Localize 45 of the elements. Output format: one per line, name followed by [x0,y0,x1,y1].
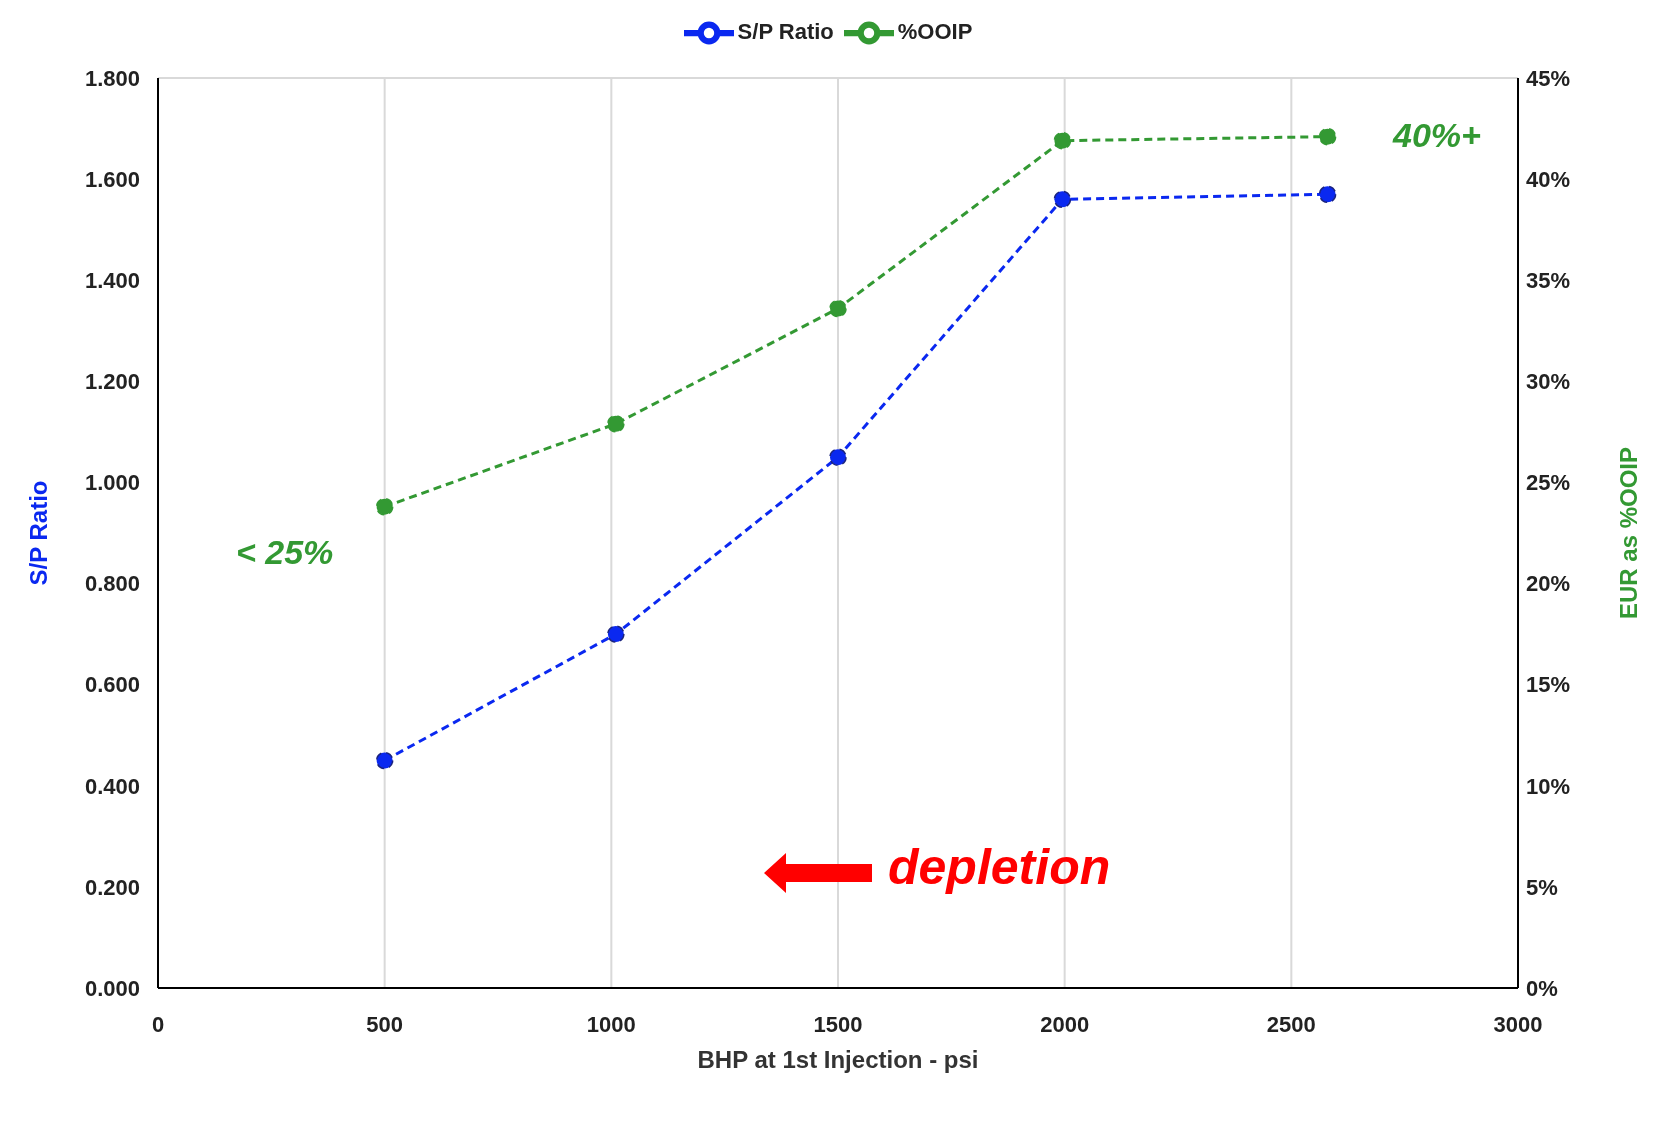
y-tick-label: 1.200 [84,369,140,395]
y2-tick-label: 5% [1526,874,1558,900]
x-tick-label: 1000 [586,1012,636,1037]
y2-tick-label: 10% [1526,773,1571,799]
y-tick-label: 0.400 [84,773,140,799]
x-axis-title: BHP at 1st Injection - psi [697,1046,979,1073]
y-tick-label: 1.800 [84,65,140,91]
point [607,415,625,433]
y2-tick-label: 15% [1526,672,1571,698]
y2-tick-label: 35% [1526,268,1571,294]
x-tick-label: 0 [151,1012,165,1037]
y2-axis-title: EUR as %OOIP [1614,446,1642,620]
y-tick-label: 0.600 [84,672,140,698]
annotation: < 25% [236,533,334,572]
x-tick-label: 500 [366,1012,404,1037]
x-tick-label: 2000 [1040,1012,1090,1037]
legend-label: %OOIP [897,18,973,44]
y-tick-label: 0.800 [84,571,140,597]
point [607,625,625,643]
y-axis-title: S/P Ratio [24,480,52,586]
point [1318,127,1337,146]
y2-tick-label: 20% [1526,571,1571,597]
legend-label: S/P Ratio [737,18,834,44]
y2-tick-label: 25% [1526,470,1571,496]
annotation: 40%+ [1393,116,1481,155]
y-tick-label: 0.200 [84,874,140,900]
point [375,497,394,516]
x-tick-label: 2500 [1266,1012,1316,1037]
x-tick-label: 1500 [813,1012,863,1037]
y-tick-label: 1.400 [84,268,140,294]
point [829,299,847,318]
point [1318,185,1337,204]
point [375,751,394,770]
annotation: depletion [888,838,1111,896]
y-tick-label: 1.600 [84,166,140,192]
point [829,448,847,466]
point [1053,190,1072,209]
x-tick-label: 3000 [1493,1012,1543,1037]
y-tick-label: 0.000 [84,975,140,1001]
y-tick-label: 1.000 [84,470,140,496]
y2-tick-label: 45% [1526,65,1571,91]
y2-tick-label: 40% [1526,166,1571,192]
y2-tick-label: 0% [1526,975,1558,1001]
y2-tick-label: 30% [1526,369,1571,395]
point [1053,131,1072,150]
